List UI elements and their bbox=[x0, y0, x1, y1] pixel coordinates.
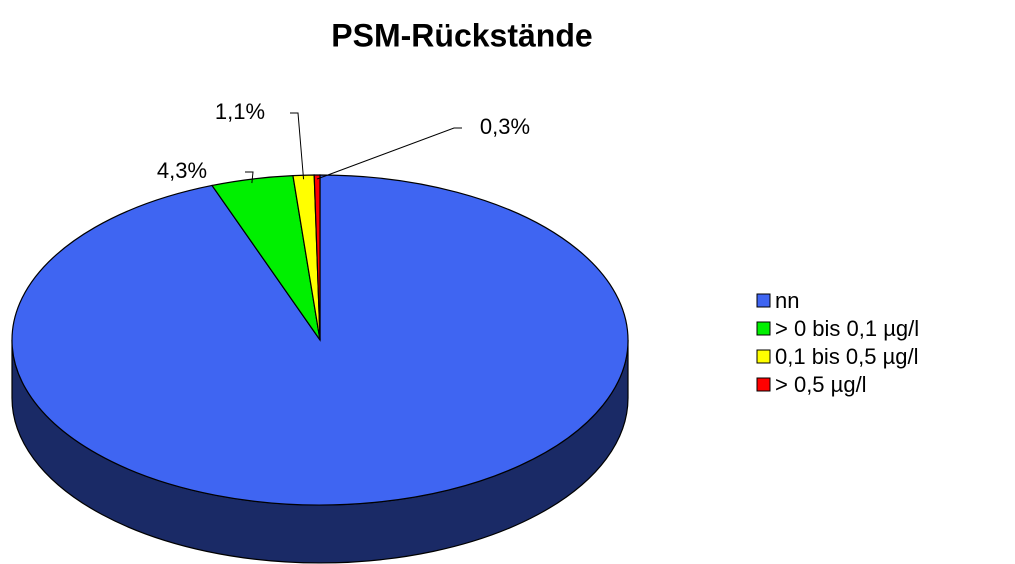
data-label: 0,3% bbox=[480, 114, 530, 139]
legend-label: 0,1 bis 0,5 µg/l bbox=[775, 344, 919, 369]
data-label: 4,3% bbox=[157, 158, 207, 183]
legend-swatch bbox=[756, 349, 771, 364]
legend-swatch bbox=[756, 377, 771, 392]
leader-line bbox=[316, 127, 462, 180]
legend-swatch bbox=[756, 293, 771, 308]
legend-label: nn bbox=[775, 288, 799, 313]
leader-line bbox=[245, 171, 254, 184]
chart-title: PSM-Rückstände bbox=[331, 17, 592, 53]
leader-line bbox=[290, 112, 305, 180]
data-label: 1,1% bbox=[215, 99, 265, 124]
legend-label: > 0,5 µg/l bbox=[775, 372, 867, 397]
pie-slice bbox=[313, 174, 321, 341]
legend-label: > 0 bis 0,1 µg/l bbox=[775, 316, 919, 341]
legend-swatch bbox=[756, 321, 771, 336]
